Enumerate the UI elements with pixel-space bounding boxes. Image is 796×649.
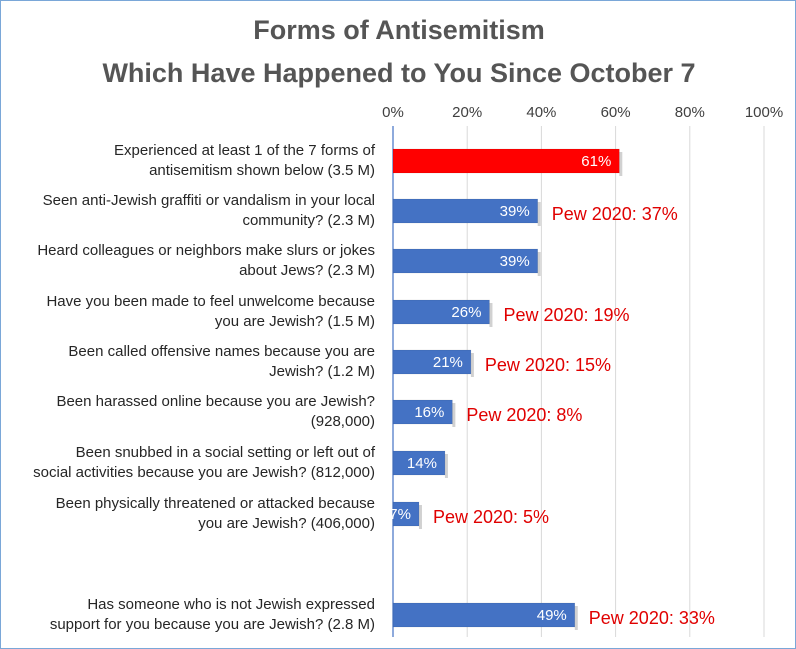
category-label-line: Jewish? (1.2 M) <box>269 363 375 380</box>
x-tick-label: 100% <box>745 104 783 121</box>
bar-shadow <box>619 152 623 176</box>
bar <box>392 148 620 174</box>
category-label-line: antisemitism shown below (3.5 M) <box>149 162 375 179</box>
category-label-line: about Jews? (2.3 M) <box>239 262 375 279</box>
bar-shadow <box>418 505 422 529</box>
pew-annotation: Pew 2020: 37% <box>552 204 678 224</box>
category-label-line: support for you because you are Jewish? … <box>49 616 375 633</box>
category-label: Been harassed online because you are Jew… <box>1 392 375 432</box>
category-label: Has someone who is not Jewish expressed s… <box>1 595 375 635</box>
bar-shadow <box>537 252 541 276</box>
category-label-line: Have you been made to feel unwelcome bec… <box>46 293 375 310</box>
category-label: Been snubbed in a social setting or left… <box>1 443 375 483</box>
bar-shadow <box>537 202 541 226</box>
x-tick-label: 80% <box>675 104 705 121</box>
pew-annotation: Pew 2020: 5% <box>433 507 549 527</box>
category-label-line: Been harassed online because you are Jew… <box>56 393 375 410</box>
chart-title-line-2: Which Have Happened to You Since October… <box>102 58 696 88</box>
category-label-line: (928,000) <box>310 413 375 430</box>
chart-title-line-1: Forms of Antisemitism <box>253 15 545 45</box>
bar-shadow <box>444 454 448 478</box>
data-label: 14% <box>407 455 437 472</box>
bar-shadow <box>470 353 474 377</box>
bar-shadow <box>489 303 493 327</box>
data-label: 21% <box>433 354 463 371</box>
category-label-line: you are Jewish? (1.5 M) <box>214 313 375 330</box>
category-label-line: Seen anti-Jewish graffiti or vandalism i… <box>42 192 375 209</box>
data-label: 49% <box>537 607 567 624</box>
data-label: 39% <box>500 203 530 220</box>
category-label-line: Experienced at least 1 of the 7 forms of <box>114 142 375 159</box>
pew-annotation: Pew 2020: 15% <box>485 355 611 375</box>
bar <box>392 399 453 425</box>
data-label: 39% <box>500 253 530 270</box>
category-label-line: Been called offensive names because you … <box>68 343 375 360</box>
bar <box>392 602 576 628</box>
category-label-line: social activities because you are Jewish… <box>33 464 375 481</box>
pew-annotation: Pew 2020: 33% <box>589 608 715 628</box>
category-label-line: Has someone who is not Jewish expressed <box>87 596 375 613</box>
category-label-line: you are Jewish? (406,000) <box>198 515 375 532</box>
bar <box>392 501 420 527</box>
category-label-line: Heard colleagues or neighbors make slurs… <box>37 242 375 259</box>
category-label: Been physically threatened or attacked b… <box>1 494 375 534</box>
x-tick-label: 0% <box>382 104 404 121</box>
x-tick-label: 40% <box>526 104 556 121</box>
data-label: 16% <box>414 404 444 421</box>
category-label: Experienced at least 1 of the 7 forms of… <box>1 141 375 181</box>
bar <box>392 349 472 375</box>
category-label-line: Been snubbed in a social setting or left… <box>75 444 375 461</box>
category-label: Seen anti-Jewish graffiti or vandalism i… <box>1 191 375 231</box>
bar-shadow <box>452 403 456 427</box>
x-tick-label: 60% <box>601 104 631 121</box>
data-label: 26% <box>451 304 481 321</box>
bar <box>392 450 446 476</box>
bar-shadow <box>574 606 578 630</box>
pew-annotation: Pew 2020: 19% <box>503 305 629 325</box>
pew-annotation: Pew 2020: 8% <box>466 405 582 425</box>
bar <box>392 299 490 325</box>
bar <box>392 198 538 224</box>
category-label: Been called offensive names because you … <box>1 342 375 382</box>
category-label: Have you been made to feel unwelcome bec… <box>1 292 375 332</box>
category-label-line: Been physically threatened or attacked b… <box>55 495 375 512</box>
bar <box>392 248 538 274</box>
data-label: 7% <box>389 506 411 523</box>
data-label: 61% <box>581 153 611 170</box>
category-label-line: community? (2.3 M) <box>242 212 375 229</box>
x-tick-label: 20% <box>452 104 482 121</box>
category-label: Heard colleagues or neighbors make slurs… <box>1 241 375 281</box>
